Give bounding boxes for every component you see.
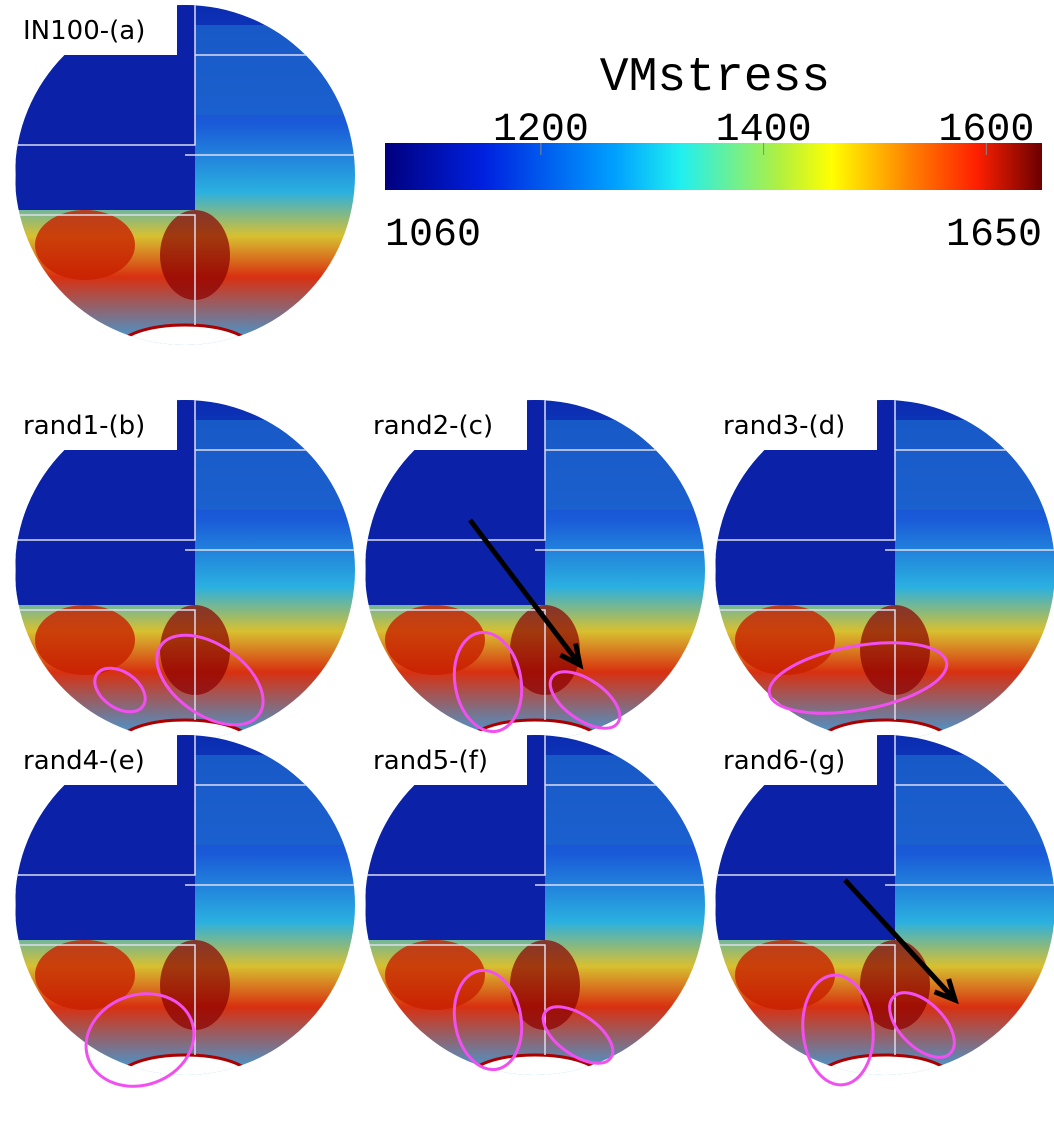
colorbar-tick-label: 1400 xyxy=(716,108,812,153)
figure: VMstress 1060 1650 1200 1400 1600 IN100-(a… xyxy=(0,0,1054,1130)
stress-field xyxy=(15,735,355,1099)
stress-field xyxy=(365,400,705,764)
hole xyxy=(470,1055,600,1099)
colorbar-tick-label: 1600 xyxy=(938,108,1034,153)
colorbar-tick-label: 1200 xyxy=(493,108,589,153)
panel-label: rand5-(f) xyxy=(373,746,488,776)
hot-spot xyxy=(385,605,485,675)
colorbar-min: 1060 xyxy=(385,213,481,258)
grain-region xyxy=(195,420,355,510)
stress-field xyxy=(715,400,1054,764)
grain-region xyxy=(195,755,355,845)
panel-label: rand3-(d) xyxy=(723,411,845,441)
hole xyxy=(820,1055,950,1099)
colorbar-ticks: 1200 1400 1600 xyxy=(493,108,1034,155)
stress-field xyxy=(365,735,705,1099)
stress-field xyxy=(15,5,355,369)
hot-spot xyxy=(35,210,135,280)
panel-label: rand1-(b) xyxy=(23,411,145,441)
stress-field xyxy=(715,735,1054,1099)
stress-panel: rand4-(e) xyxy=(7,733,355,1099)
hot-spot xyxy=(735,940,835,1010)
panel-label: IN100-(a) xyxy=(23,16,145,46)
hole xyxy=(120,325,250,369)
grain-region xyxy=(545,420,705,510)
stress-panel: rand1-(b) xyxy=(7,398,355,764)
hot-spot xyxy=(735,605,835,675)
stress-panel: rand5-(f) xyxy=(357,733,705,1099)
grain-region xyxy=(895,420,1054,510)
panel-label: rand4-(e) xyxy=(23,746,145,776)
stress-panel: rand2-(c) xyxy=(357,398,705,764)
panel-label: rand6-(g) xyxy=(723,746,845,776)
panel-label: rand2-(c) xyxy=(373,411,493,441)
grain-region xyxy=(545,755,705,845)
grain-region xyxy=(895,755,1054,845)
hot-spot xyxy=(35,605,135,675)
grain-region xyxy=(195,25,355,115)
colorbar-title: VMstress xyxy=(600,51,830,105)
stress-panel: rand3-(d) xyxy=(707,398,1054,764)
colorbar-max: 1650 xyxy=(946,213,1042,258)
stress-panel: IN100-(a) xyxy=(7,3,355,369)
stress-field xyxy=(15,400,355,764)
